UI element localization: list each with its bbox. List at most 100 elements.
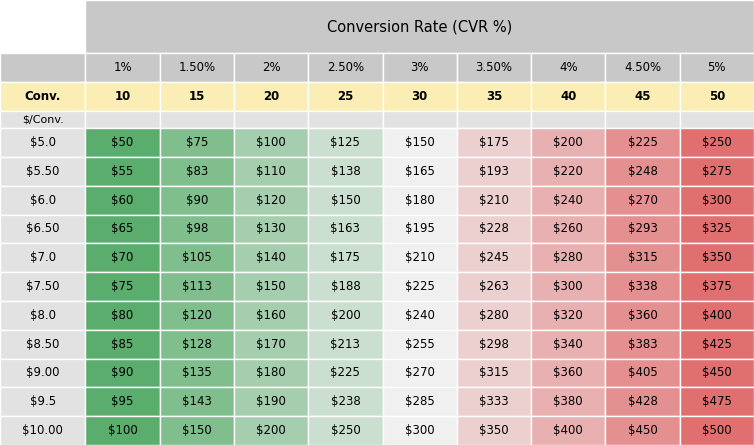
Text: $188: $188 — [330, 280, 360, 293]
Text: $150: $150 — [405, 136, 434, 149]
FancyBboxPatch shape — [160, 82, 234, 111]
Text: $150: $150 — [256, 280, 286, 293]
Text: 15: 15 — [188, 90, 205, 103]
Text: $325: $325 — [702, 222, 731, 235]
Text: $200: $200 — [330, 309, 360, 322]
Text: $475: $475 — [702, 395, 732, 409]
FancyBboxPatch shape — [308, 214, 382, 243]
FancyBboxPatch shape — [605, 416, 679, 445]
FancyBboxPatch shape — [679, 243, 754, 272]
Text: $50: $50 — [112, 136, 133, 149]
FancyBboxPatch shape — [0, 388, 85, 416]
FancyBboxPatch shape — [85, 82, 160, 111]
Text: $5.0: $5.0 — [29, 136, 56, 149]
Text: $160: $160 — [256, 309, 286, 322]
FancyBboxPatch shape — [234, 416, 308, 445]
FancyBboxPatch shape — [234, 272, 308, 301]
Text: $255: $255 — [405, 338, 434, 351]
FancyBboxPatch shape — [160, 272, 234, 301]
FancyBboxPatch shape — [457, 111, 531, 128]
Text: $175: $175 — [479, 136, 509, 149]
Text: $280: $280 — [479, 309, 509, 322]
FancyBboxPatch shape — [679, 111, 754, 128]
Text: $83: $83 — [185, 165, 208, 178]
FancyBboxPatch shape — [234, 157, 308, 186]
FancyBboxPatch shape — [531, 416, 605, 445]
FancyBboxPatch shape — [234, 330, 308, 359]
FancyBboxPatch shape — [531, 82, 605, 111]
Text: $225: $225 — [627, 136, 657, 149]
FancyBboxPatch shape — [0, 128, 85, 157]
FancyBboxPatch shape — [308, 111, 382, 128]
FancyBboxPatch shape — [679, 214, 754, 243]
FancyBboxPatch shape — [531, 128, 605, 157]
FancyBboxPatch shape — [605, 272, 679, 301]
FancyBboxPatch shape — [382, 157, 457, 186]
Text: $7.0: $7.0 — [29, 251, 56, 264]
FancyBboxPatch shape — [605, 111, 679, 128]
FancyBboxPatch shape — [679, 416, 754, 445]
Text: $200: $200 — [256, 424, 286, 437]
FancyBboxPatch shape — [531, 272, 605, 301]
FancyBboxPatch shape — [605, 301, 679, 330]
Text: $380: $380 — [553, 395, 583, 409]
Text: $/Conv.: $/Conv. — [22, 114, 63, 125]
FancyBboxPatch shape — [531, 111, 605, 128]
Text: $275: $275 — [702, 165, 732, 178]
Text: $315: $315 — [479, 367, 509, 380]
FancyBboxPatch shape — [234, 214, 308, 243]
FancyBboxPatch shape — [0, 157, 85, 186]
Text: $383: $383 — [628, 338, 657, 351]
FancyBboxPatch shape — [457, 82, 531, 111]
FancyBboxPatch shape — [308, 301, 382, 330]
Text: $190: $190 — [256, 395, 286, 409]
Text: $338: $338 — [628, 280, 657, 293]
Text: $165: $165 — [405, 165, 434, 178]
FancyBboxPatch shape — [679, 272, 754, 301]
Text: $400: $400 — [702, 309, 731, 322]
Text: $333: $333 — [480, 395, 509, 409]
FancyBboxPatch shape — [160, 53, 234, 82]
FancyBboxPatch shape — [457, 157, 531, 186]
Text: $263: $263 — [479, 280, 509, 293]
FancyBboxPatch shape — [0, 82, 85, 111]
FancyBboxPatch shape — [0, 359, 85, 388]
Text: $180: $180 — [256, 367, 286, 380]
Text: $90: $90 — [112, 367, 133, 380]
FancyBboxPatch shape — [605, 330, 679, 359]
Text: 4.50%: 4.50% — [624, 61, 661, 74]
Text: 30: 30 — [412, 90, 428, 103]
FancyBboxPatch shape — [0, 0, 85, 53]
Text: $340: $340 — [553, 338, 583, 351]
FancyBboxPatch shape — [308, 157, 382, 186]
FancyBboxPatch shape — [308, 388, 382, 416]
FancyBboxPatch shape — [382, 330, 457, 359]
Text: $120: $120 — [256, 194, 286, 206]
Text: $450: $450 — [627, 424, 657, 437]
Text: $248: $248 — [627, 165, 657, 178]
FancyBboxPatch shape — [85, 214, 160, 243]
FancyBboxPatch shape — [605, 214, 679, 243]
Text: 25: 25 — [337, 90, 354, 103]
Text: $300: $300 — [405, 424, 434, 437]
Text: $7.50: $7.50 — [26, 280, 60, 293]
Text: $113: $113 — [182, 280, 212, 293]
FancyBboxPatch shape — [234, 111, 308, 128]
FancyBboxPatch shape — [531, 53, 605, 82]
Text: 2.50%: 2.50% — [327, 61, 364, 74]
FancyBboxPatch shape — [85, 0, 754, 53]
Text: $225: $225 — [405, 280, 434, 293]
Text: $120: $120 — [182, 309, 212, 322]
FancyBboxPatch shape — [457, 243, 531, 272]
Text: $100: $100 — [108, 424, 137, 437]
FancyBboxPatch shape — [308, 243, 382, 272]
FancyBboxPatch shape — [160, 330, 234, 359]
FancyBboxPatch shape — [308, 82, 382, 111]
FancyBboxPatch shape — [234, 186, 308, 214]
FancyBboxPatch shape — [679, 186, 754, 214]
FancyBboxPatch shape — [85, 111, 160, 128]
FancyBboxPatch shape — [605, 53, 679, 82]
FancyBboxPatch shape — [531, 359, 605, 388]
Text: $125: $125 — [330, 136, 360, 149]
FancyBboxPatch shape — [308, 416, 382, 445]
